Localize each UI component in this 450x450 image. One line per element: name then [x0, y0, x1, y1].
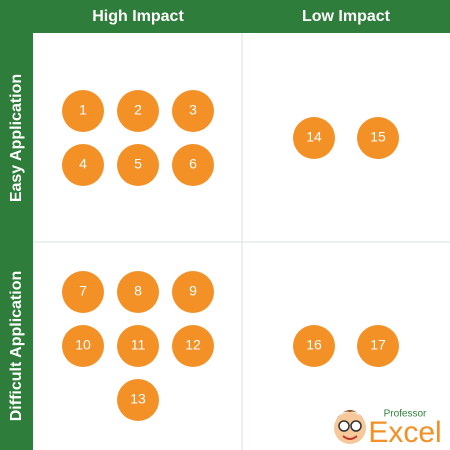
item-label: 12 [185, 337, 201, 353]
item-circle [172, 90, 214, 132]
item-label: 8 [134, 283, 142, 299]
item-circle [62, 271, 104, 313]
item-circle [172, 144, 214, 186]
item-label: 4 [79, 156, 87, 172]
item-circle [293, 117, 335, 159]
item-circle [172, 325, 214, 367]
item-circle [293, 325, 335, 367]
logo-glasses [338, 420, 350, 432]
item-circle [117, 271, 159, 313]
column-header: High Impact [92, 8, 184, 25]
column-header: Low Impact [302, 8, 391, 25]
item-label: 1 [79, 102, 87, 118]
item-label: 9 [189, 283, 197, 299]
item-label: 17 [370, 337, 386, 353]
item-label: 2 [134, 102, 142, 118]
item-label: 6 [189, 156, 197, 172]
logo-large: Excel [368, 416, 441, 449]
logo-smile [342, 435, 358, 440]
item-label: 5 [134, 156, 142, 172]
logo-glasses [350, 420, 362, 432]
item-circle [117, 144, 159, 186]
item-circle [117, 90, 159, 132]
item-label: 13 [130, 391, 146, 407]
item-circle [62, 144, 104, 186]
item-label: 11 [131, 337, 146, 353]
logo-small: Professor [384, 409, 427, 420]
item-circle [62, 325, 104, 367]
item-circle [357, 325, 399, 367]
item-circle [357, 117, 399, 159]
item-label: 3 [189, 102, 197, 118]
item-circle [117, 379, 159, 421]
logo: Professor Excel [334, 409, 442, 449]
logo-hair [336, 410, 364, 420]
item-label: 7 [79, 283, 87, 299]
item-label: 10 [75, 337, 91, 353]
row-header: Difficult Application [8, 271, 25, 422]
item-label: 14 [306, 129, 322, 145]
item-label: 15 [370, 129, 386, 145]
item-label: 16 [306, 337, 322, 353]
row-header: Easy Application [8, 74, 25, 202]
logo-face [334, 412, 366, 444]
item-circle [172, 271, 214, 313]
item-circle [117, 325, 159, 367]
item-circle [62, 90, 104, 132]
